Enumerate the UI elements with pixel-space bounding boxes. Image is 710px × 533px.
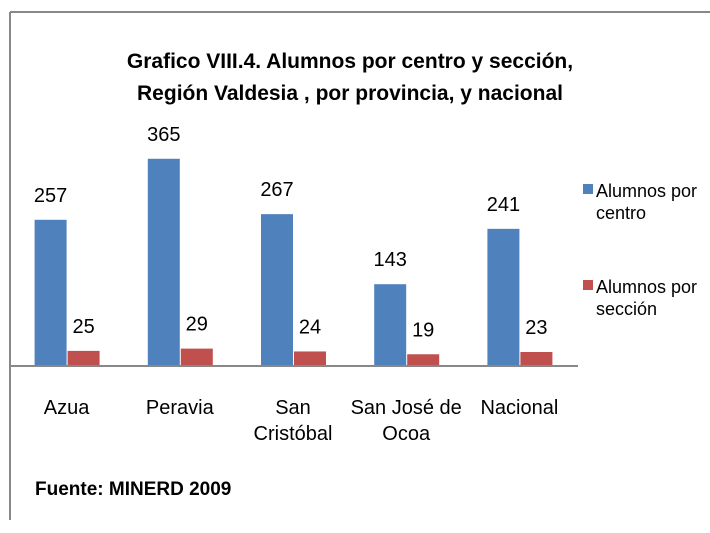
bar [180, 348, 213, 365]
data-label: 241 [487, 194, 520, 216]
bar [407, 354, 440, 365]
bar [520, 352, 553, 365]
data-label: 365 [147, 124, 180, 146]
bar [261, 214, 293, 365]
x-tick-label: San Cristóbal [253, 397, 333, 445]
legend-swatch [583, 184, 593, 194]
bar [67, 350, 100, 365]
x-tick-label: San José de Ocoa [350, 397, 462, 445]
legend-swatch [583, 280, 593, 290]
bar [34, 219, 67, 365]
data-label: 23 [525, 317, 547, 339]
data-label: 25 [72, 316, 94, 338]
bar [374, 284, 407, 365]
data-label: 24 [299, 316, 321, 338]
x-tick-label: Peravia [145, 397, 214, 419]
bar [487, 228, 520, 365]
data-label: 257 [34, 185, 67, 207]
legend-label: Alumnos por sección [596, 277, 698, 319]
bar [294, 351, 326, 365]
x-tick-label: Azua [43, 397, 90, 419]
data-label: 143 [374, 249, 407, 271]
chart-title: Grafico VIII.4. Alumnos por centro y sec… [126, 50, 574, 105]
source: Fuente: MINERD 2009 [35, 479, 232, 500]
data-label: 19 [412, 319, 434, 341]
data-label: 267 [260, 179, 293, 201]
bar [147, 158, 180, 365]
legend-label: Alumnos por centro [596, 181, 698, 223]
x-tick-label: Nacional [480, 397, 559, 419]
data-label: 29 [186, 314, 208, 336]
